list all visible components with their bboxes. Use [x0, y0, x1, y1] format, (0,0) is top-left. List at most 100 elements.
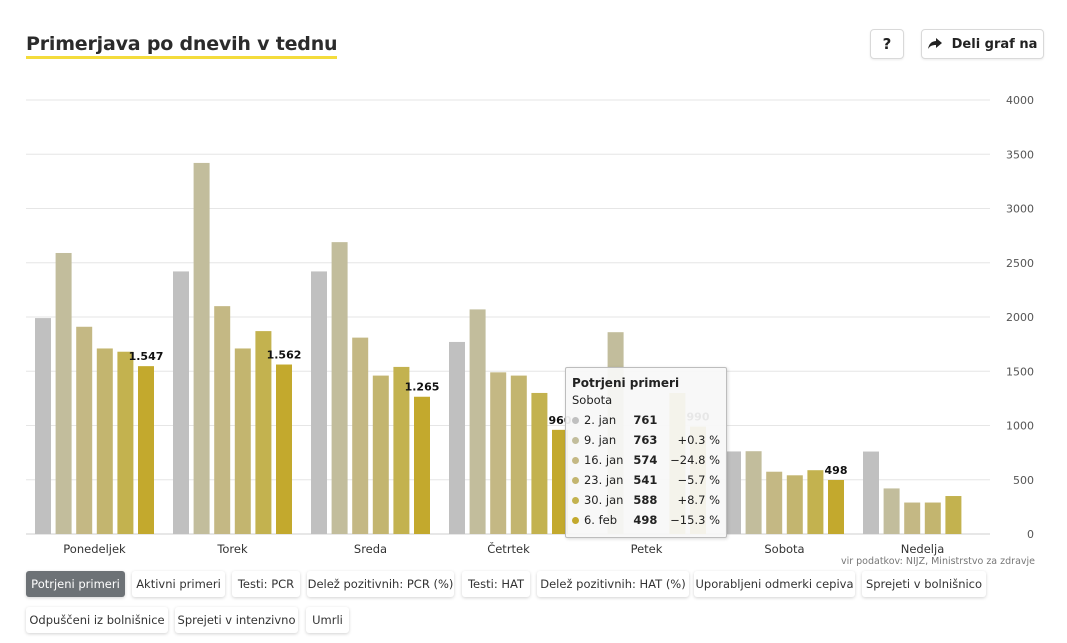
tooltip-date: 6. feb [583, 513, 618, 527]
bar [193, 162, 210, 534]
tab-umrli[interactable]: Umrli [306, 607, 349, 633]
bar [552, 429, 568, 534]
tab-potrjeni-primeri[interactable]: Potrjeni primeri [26, 571, 125, 597]
bar [138, 366, 154, 534]
tooltip-date: 23. jan [583, 473, 624, 487]
tooltip-row: 9. jan 763 +0.3 % [572, 430, 720, 450]
tooltip-value: 761 [633, 413, 658, 427]
bar [276, 364, 292, 534]
share-button-label: Deli graf na [951, 36, 1038, 52]
bar [214, 306, 231, 534]
data-label: 1.547 [129, 350, 164, 363]
y-tick-label: 2000 [1006, 311, 1034, 324]
legend-dot-icon [572, 476, 579, 484]
tooltip-row: 6. feb 498 −15.3 % [572, 510, 720, 530]
bar [55, 252, 72, 535]
tooltip-date: 9. jan [583, 433, 617, 447]
x-category-label: Sreda [354, 542, 387, 556]
tooltip-value: 541 [633, 473, 658, 487]
legend-dot-icon [572, 496, 579, 504]
y-tick-label: 3000 [1006, 203, 1034, 216]
data-label: 1.265 [405, 381, 440, 394]
legend-dot-icon [572, 456, 579, 464]
bar [234, 348, 251, 534]
tooltip-change: +8.7 % [677, 493, 720, 507]
bar [945, 496, 962, 534]
tooltip-date: 2. jan [583, 413, 617, 427]
bar [331, 242, 348, 534]
y-tick-label: 3500 [1006, 148, 1034, 161]
x-category-label: Torek [216, 542, 248, 556]
bar [725, 451, 741, 534]
tooltip-row: 16. jan 574 −24.8 % [572, 450, 720, 470]
data-label: 498 [825, 464, 848, 477]
bar [311, 271, 327, 534]
bar [766, 471, 783, 534]
tab-testi-pcr[interactable]: Testi: PCR [232, 571, 300, 597]
bar [863, 451, 879, 534]
tooltip-value: 763 [633, 433, 658, 447]
tooltip-date: 30. jan [583, 493, 624, 507]
tab-sprejeti-v-intenzivno[interactable]: Sprejeti v intenzivno [175, 607, 298, 633]
tooltip-change: −15.3 % [670, 513, 720, 527]
tab-aktivni-primeri[interactable]: Aktivni primeri [132, 571, 225, 597]
bar [904, 502, 921, 534]
tooltip-value: 588 [633, 493, 658, 507]
bar [173, 271, 189, 534]
y-tick-label: 500 [1013, 474, 1034, 487]
bar [828, 479, 844, 534]
y-tick-label: 2500 [1006, 257, 1034, 270]
x-category-label: Četrtek [487, 541, 530, 556]
y-tick-label: 1500 [1006, 365, 1034, 378]
data-source: vir podatkov: NIJZ, Ministrstvo za zdrav… [840, 556, 1035, 567]
bar [393, 366, 410, 534]
bar [745, 451, 762, 534]
x-category-label: Nedelja [901, 542, 945, 556]
tab-uporabljeni-odmerki-cepiva[interactable]: Uporabljeni odmerki cepiva [694, 571, 855, 597]
tooltip-change: −24.8 % [670, 453, 720, 467]
bar [510, 375, 527, 534]
bar [786, 475, 803, 534]
bar [490, 372, 507, 534]
tab-testi-hat[interactable]: Testi: HAT [462, 571, 530, 597]
bar [76, 326, 93, 534]
bar [924, 502, 941, 534]
tab-odpuščeni-iz-bolnišnice[interactable]: Odpuščeni iz bolnišnice [26, 607, 168, 633]
bar [807, 470, 824, 534]
x-category-label: Petek [631, 542, 663, 556]
tooltip-row: 23. jan 541 −5.7 % [572, 470, 720, 490]
tooltip-subtitle: Sobota [572, 393, 613, 407]
share-button[interactable]: Deli graf na [921, 29, 1044, 59]
bar [352, 337, 369, 534]
tooltip-value: 498 [633, 513, 658, 527]
bar [372, 375, 389, 534]
bar [531, 392, 548, 534]
bar [96, 348, 113, 534]
legend-dot-icon [572, 516, 579, 524]
tooltip-row: 30. jan 588 +8.7 % [572, 490, 720, 510]
bar [414, 396, 430, 534]
tooltip-title: Potrjeni primeri [572, 376, 680, 390]
data-label: 1.562 [267, 349, 302, 362]
help-button[interactable]: ? [870, 29, 904, 59]
tab-delež-pozitivnih-hat[interactable]: Delež pozitivnih: HAT (%) [537, 571, 689, 597]
tooltip-date: 16. jan [583, 453, 624, 467]
bar [35, 318, 51, 534]
y-tick-label: 4000 [1006, 94, 1034, 107]
bar [469, 309, 486, 534]
tab-delež-pozitivnih-pcr[interactable]: Delež pozitivnih: PCR (%) [307, 571, 454, 597]
legend-dot-icon [572, 436, 579, 444]
tab-sprejeti-v-bolnišnico[interactable]: Sprejeti v bolnišnico [862, 571, 986, 597]
bar [449, 341, 465, 534]
chart-tooltip: Potrjeni primeri Sobota 2. jan 761 9. jan 7… [565, 367, 727, 538]
bar-chart: 0 500 1000 1500 2000 2500 3000 3500 4000 Ponedelj… [26, 94, 1034, 556]
y-tick-label: 0 [1027, 528, 1034, 541]
bar [255, 331, 272, 534]
y-tick-label: 1000 [1006, 420, 1034, 433]
tooltip-change: −5.7 % [677, 473, 720, 487]
tooltip-row: 2. jan 761 [572, 410, 720, 430]
page-title: Primerjava po dnevih v tednu [26, 33, 338, 59]
tooltip-change: +0.3 % [677, 433, 720, 447]
x-category-label: Ponedeljek [63, 542, 126, 556]
bar [117, 351, 134, 534]
